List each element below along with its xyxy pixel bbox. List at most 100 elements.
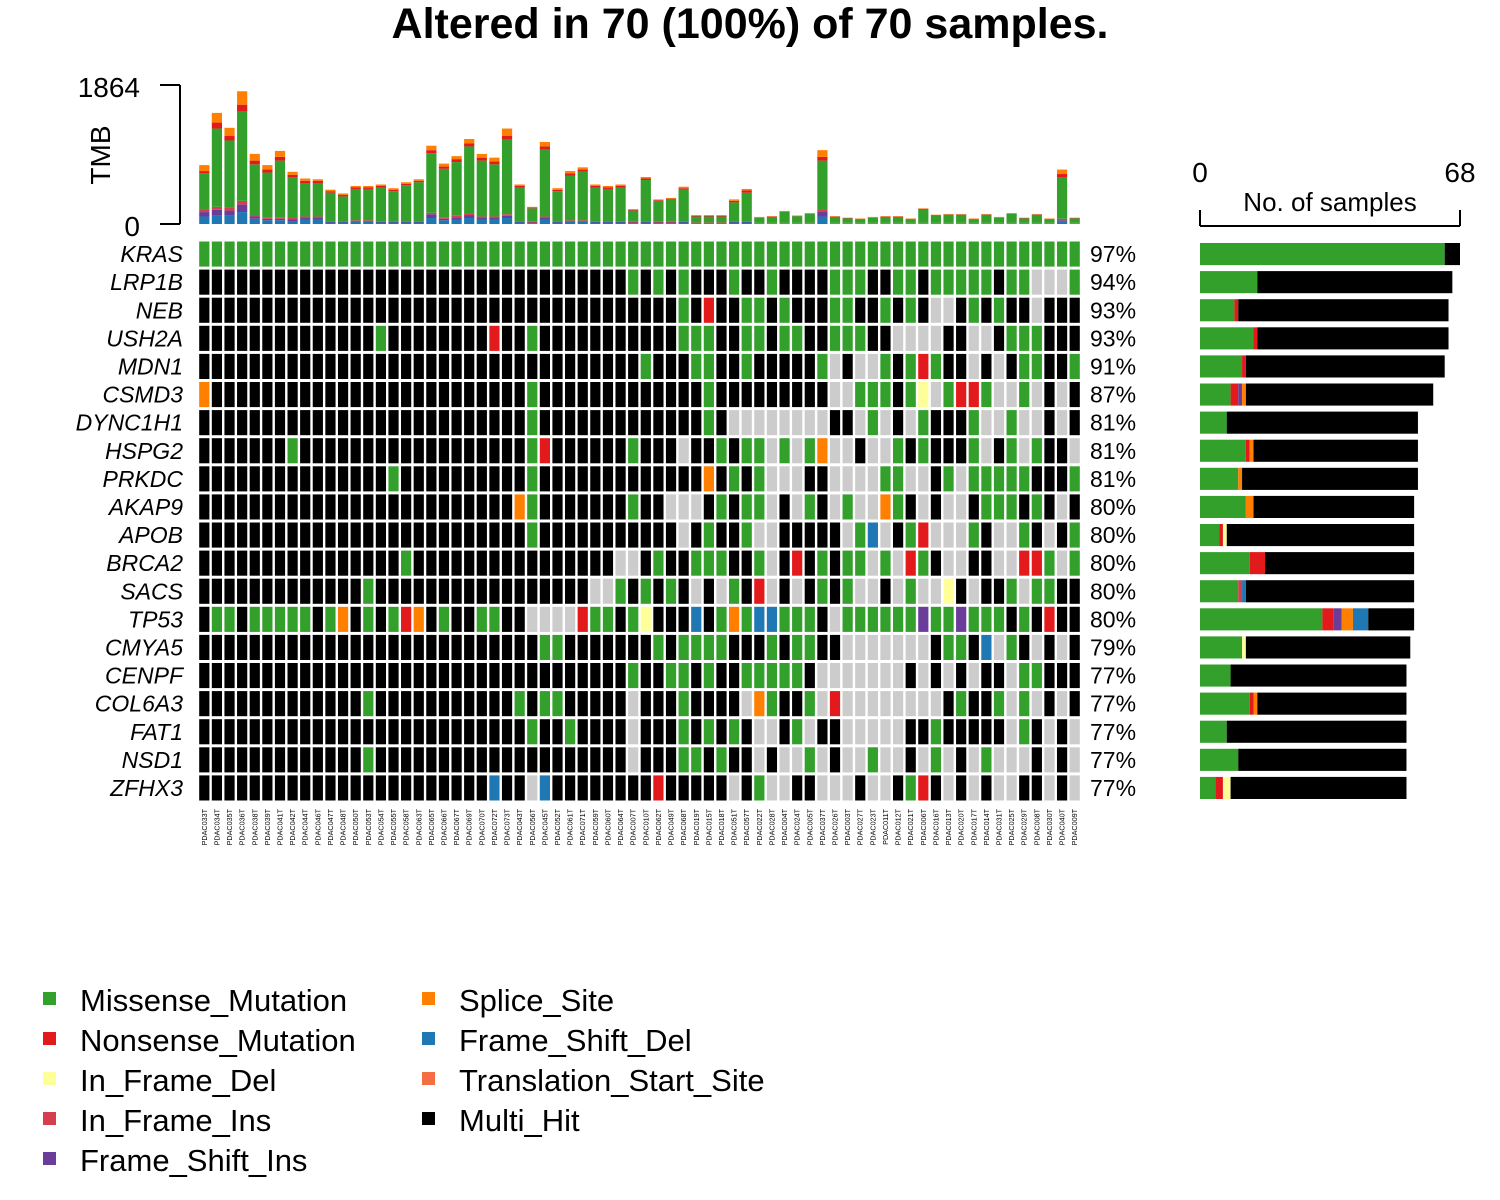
matrix-cell bbox=[729, 438, 740, 464]
tmb-bar-segment bbox=[792, 216, 803, 223]
matrix-cell bbox=[262, 269, 273, 295]
matrix-cell bbox=[565, 466, 576, 492]
matrix-cell bbox=[892, 269, 904, 295]
matrix-cell bbox=[754, 353, 765, 379]
matrix-cell bbox=[842, 747, 853, 773]
matrix-cell bbox=[262, 325, 273, 351]
matrix-cell bbox=[918, 719, 929, 745]
sample-label: PDAC063T bbox=[414, 808, 423, 845]
matrix-cell bbox=[401, 297, 412, 323]
matrix-cell bbox=[653, 241, 664, 267]
matrix-cell bbox=[741, 578, 752, 604]
matrix-cell bbox=[817, 353, 828, 379]
matrix-cell bbox=[880, 297, 891, 323]
matrix-cell bbox=[565, 241, 576, 267]
matrix-cell bbox=[274, 719, 286, 745]
side-bar-segment bbox=[1200, 552, 1250, 575]
side-bar-segment bbox=[1200, 664, 1231, 687]
matrix-cell bbox=[817, 663, 828, 689]
matrix-cell bbox=[615, 719, 626, 745]
matrix-cell bbox=[943, 382, 954, 408]
matrix-cell bbox=[691, 747, 702, 773]
matrix-cell bbox=[729, 634, 740, 660]
matrix-cell bbox=[287, 241, 298, 267]
matrix-cell bbox=[1031, 691, 1042, 717]
matrix-cell bbox=[199, 747, 210, 773]
matrix-cell bbox=[703, 691, 714, 717]
matrix-cell bbox=[1044, 663, 1055, 689]
tmb-bar-segment bbox=[678, 221, 689, 222]
matrix-cell bbox=[892, 691, 904, 717]
tmb-bar-segment bbox=[615, 187, 626, 222]
matrix-cell bbox=[300, 550, 311, 576]
matrix-cell bbox=[829, 466, 841, 492]
matrix-cell bbox=[211, 663, 223, 689]
matrix-cell bbox=[501, 606, 513, 632]
matrix-cell bbox=[237, 775, 248, 801]
matrix-cell bbox=[766, 663, 778, 689]
matrix-cell bbox=[653, 550, 664, 576]
matrix-cell bbox=[464, 269, 475, 295]
matrix-cell bbox=[375, 353, 387, 379]
matrix-cell bbox=[325, 494, 336, 520]
matrix-cell bbox=[375, 466, 387, 492]
matrix-cell bbox=[375, 494, 387, 520]
sample-label: PDAC044T bbox=[301, 808, 310, 845]
tmb-bar-segment bbox=[665, 197, 677, 199]
matrix-cell bbox=[993, 325, 1005, 351]
matrix-cell bbox=[804, 691, 815, 717]
tmb-bar-segment bbox=[237, 104, 248, 112]
matrix-cell bbox=[766, 775, 778, 801]
matrix-cell bbox=[577, 353, 588, 379]
matrix-cell bbox=[1056, 382, 1068, 408]
matrix-cell bbox=[653, 663, 664, 689]
matrix-cell bbox=[792, 719, 803, 745]
sample-label: PDAC046T bbox=[313, 808, 322, 845]
matrix-cell bbox=[741, 747, 752, 773]
matrix-cell bbox=[741, 466, 752, 492]
tmb-bar-segment bbox=[287, 221, 298, 224]
matrix-cell bbox=[956, 494, 967, 520]
legend-swatch bbox=[43, 992, 56, 1005]
sample-label: PDAC027T bbox=[856, 808, 865, 845]
matrix-cell bbox=[577, 747, 588, 773]
matrix-cell bbox=[401, 522, 412, 548]
matrix-cell bbox=[438, 269, 450, 295]
matrix-cell bbox=[552, 634, 563, 660]
matrix-cell bbox=[602, 719, 614, 745]
matrix-cell bbox=[665, 634, 677, 660]
matrix-cell bbox=[766, 747, 778, 773]
matrix-cell bbox=[1006, 775, 1017, 801]
matrix-cell bbox=[792, 663, 803, 689]
matrix-cell bbox=[918, 550, 929, 576]
tmb-bar-segment bbox=[249, 160, 260, 165]
matrix-cell bbox=[716, 663, 727, 689]
matrix-cell bbox=[287, 353, 298, 379]
sample-label: PDAC058T bbox=[402, 808, 411, 845]
matrix-cell bbox=[363, 663, 374, 689]
tmb-bar-segment bbox=[451, 215, 462, 218]
tmb-bar-segment bbox=[375, 222, 387, 224]
matrix-cell bbox=[249, 241, 260, 267]
tmb-bar-segment bbox=[451, 217, 462, 220]
matrix-cell bbox=[665, 578, 677, 604]
matrix-cell bbox=[829, 297, 841, 323]
matrix-cell bbox=[224, 606, 235, 632]
matrix-cell bbox=[577, 297, 588, 323]
side-bar-segment bbox=[1322, 608, 1334, 631]
matrix-cell bbox=[729, 719, 740, 745]
matrix-cell bbox=[640, 634, 651, 660]
matrix-cell bbox=[968, 269, 979, 295]
matrix-cell bbox=[867, 466, 878, 492]
side-bar-segment bbox=[1245, 383, 1434, 406]
matrix-cell bbox=[401, 775, 412, 801]
matrix-cell bbox=[615, 438, 626, 464]
matrix-cell bbox=[1031, 325, 1042, 351]
matrix-cell bbox=[199, 634, 210, 660]
matrix-cell bbox=[262, 719, 273, 745]
matrix-cell bbox=[337, 269, 349, 295]
matrix-cell bbox=[211, 578, 223, 604]
tmb-bar-segment bbox=[211, 122, 223, 129]
matrix-cell bbox=[968, 691, 979, 717]
matrix-cell bbox=[842, 382, 853, 408]
